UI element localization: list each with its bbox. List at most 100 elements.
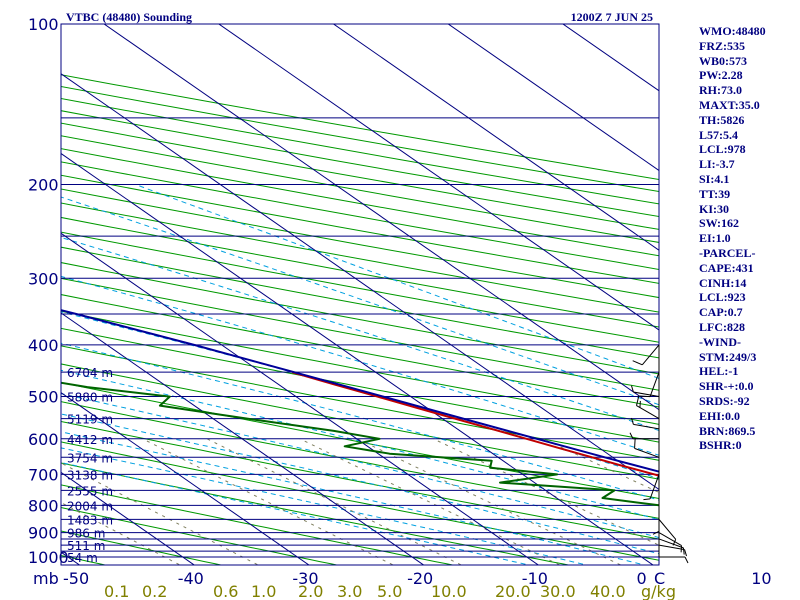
index-value: SI:4.1: [699, 171, 730, 186]
dewpoint-profile: [61, 381, 659, 507]
wind-barb: [635, 395, 660, 420]
index-value: STM:249/3: [699, 349, 757, 364]
temperature-unit-label: C: [654, 569, 665, 588]
isotherm-line: [61, 152, 654, 565]
sounding-profiles: [61, 309, 659, 507]
dry-adiabat-line: [61, 420, 659, 540]
height-label: 1483 m: [67, 513, 113, 527]
temperature-tick-label: -30: [292, 569, 318, 588]
mixing-ratio-tick-label: 0.6: [213, 582, 238, 600]
wind-barb: [629, 432, 659, 440]
height-label: 4412 m: [67, 433, 113, 447]
mixing-ratio-tick-label: 2.0: [298, 582, 323, 600]
moist-adiabat-line: [61, 447, 589, 565]
isotherms: [61, 24, 659, 565]
mixing-ratio-tick-label: 30.0: [540, 582, 576, 600]
pressure-tick-label: 100: [28, 15, 59, 34]
temperature-tick-label: -50: [63, 569, 89, 588]
index-value: LCL:923: [699, 290, 746, 305]
mixing-ratio-tick-label: 5.0: [377, 582, 402, 600]
wind-barb: [634, 437, 660, 458]
index-value: SRDS:-92: [699, 393, 750, 408]
wind-barbs: [629, 344, 689, 564]
mixing-ratio-line: [299, 438, 561, 565]
pressure-tick-label: 800: [28, 496, 59, 515]
moist-adiabat-line: [61, 413, 659, 555]
pressure-tick-label: 200: [28, 175, 59, 194]
wind-barb: [652, 505, 660, 535]
dry-adiabat-line: [61, 174, 659, 284]
chart-title: VTBC (48480) Sounding: [66, 10, 192, 24]
mixing-ratio-line: [61, 501, 182, 565]
index-value: LI:-3.7: [699, 157, 735, 172]
moist-adiabat-line: [135, 183, 659, 379]
temperature-tick-label: 0: [637, 569, 647, 588]
wind-barb: [658, 544, 687, 557]
index-value: CAP:0.7: [699, 305, 743, 320]
pressure-unit-label: mb: [33, 569, 59, 588]
isotherm-line: [61, 312, 425, 565]
mixing-ratio-line: [357, 438, 622, 565]
pressure-tick-label: 500: [28, 388, 59, 407]
mixing-ratio-line: [784, 439, 800, 569]
wind-barb: [643, 474, 660, 501]
pressure-tick-label: 300: [28, 269, 59, 288]
pressure-tick-label: 900: [28, 524, 59, 543]
temperature-tick-label: 10: [751, 569, 771, 588]
dry-adiabat-line: [61, 530, 224, 565]
isotherm-line: [61, 471, 196, 565]
index-value: EHI:0.0: [699, 408, 741, 423]
isotherm-line: [61, 232, 540, 565]
mixing-ratio-tick-label: 3.0: [337, 582, 362, 600]
moist-adiabats: [61, 183, 659, 565]
height-label: 5880 m: [67, 391, 113, 405]
wind-barb: [658, 519, 677, 546]
wind-barb: [639, 371, 660, 398]
index-value: LCL:978: [699, 142, 746, 157]
pressure-tick-label: 700: [28, 465, 59, 484]
chart-time: 1200Z 7 JUN 25: [571, 10, 653, 24]
mixing-ratio-unit-label: g/kg: [641, 582, 676, 600]
temperature-profile: [291, 371, 659, 477]
pressure-tick-label: 400: [28, 336, 59, 355]
dry-adiabat-line: [61, 401, 659, 519]
dry-adiabat-line: [61, 441, 659, 561]
dry-adiabat-line: [61, 327, 659, 443]
height-label: 2004 m: [67, 499, 113, 513]
isobars: [61, 24, 659, 558]
dry-adiabat-line: [61, 148, 659, 257]
index-value: CAPE:431: [699, 260, 754, 275]
temperature-tick-label: -40: [178, 569, 204, 588]
temperature-tick-label: -20: [407, 569, 433, 588]
height-label: 54 m: [67, 551, 98, 565]
mixing-ratio-tick-label: 40.0: [590, 582, 626, 600]
temperature-tick-label: -10: [522, 569, 548, 588]
plot-area: [0, 24, 800, 569]
wind-barb: [658, 532, 683, 553]
moist-adiabat-line: [61, 393, 659, 539]
chart-frame: [60, 23, 660, 566]
index-value: WB0:573: [699, 53, 747, 68]
moist-adiabat-line: [61, 196, 659, 406]
dry-adiabat-line: [61, 462, 571, 565]
index-value: L57:5.4: [699, 127, 738, 142]
indices-panel: WMO:48480 FRZ:535 WB0:573 PW:2.28 RH:73.0 MAX…: [699, 24, 799, 453]
height-label: 5119 m: [67, 413, 113, 427]
pressure-tick-label: 600: [28, 430, 59, 449]
mixing-ratio-line: [732, 439, 800, 569]
isotherm-line: [61, 73, 659, 491]
isotherm-line: [61, 392, 310, 565]
parcel-profile: [61, 309, 659, 473]
dry-adiabat-line: [61, 231, 659, 343]
dry-adiabat-line: [0, 24, 4, 568]
isotherm-line: [103, 24, 659, 411]
moist-adiabat-line: [61, 275, 659, 456]
index-value: CINH:14: [699, 275, 747, 290]
index-value: PW:2.28: [699, 68, 743, 83]
height-label: 3138 m: [67, 468, 113, 482]
wind-barb: [658, 538, 685, 555]
moist-adiabat-line: [61, 431, 647, 565]
dry-adiabat-line: [61, 202, 659, 313]
index-value: KI:30: [699, 201, 729, 216]
